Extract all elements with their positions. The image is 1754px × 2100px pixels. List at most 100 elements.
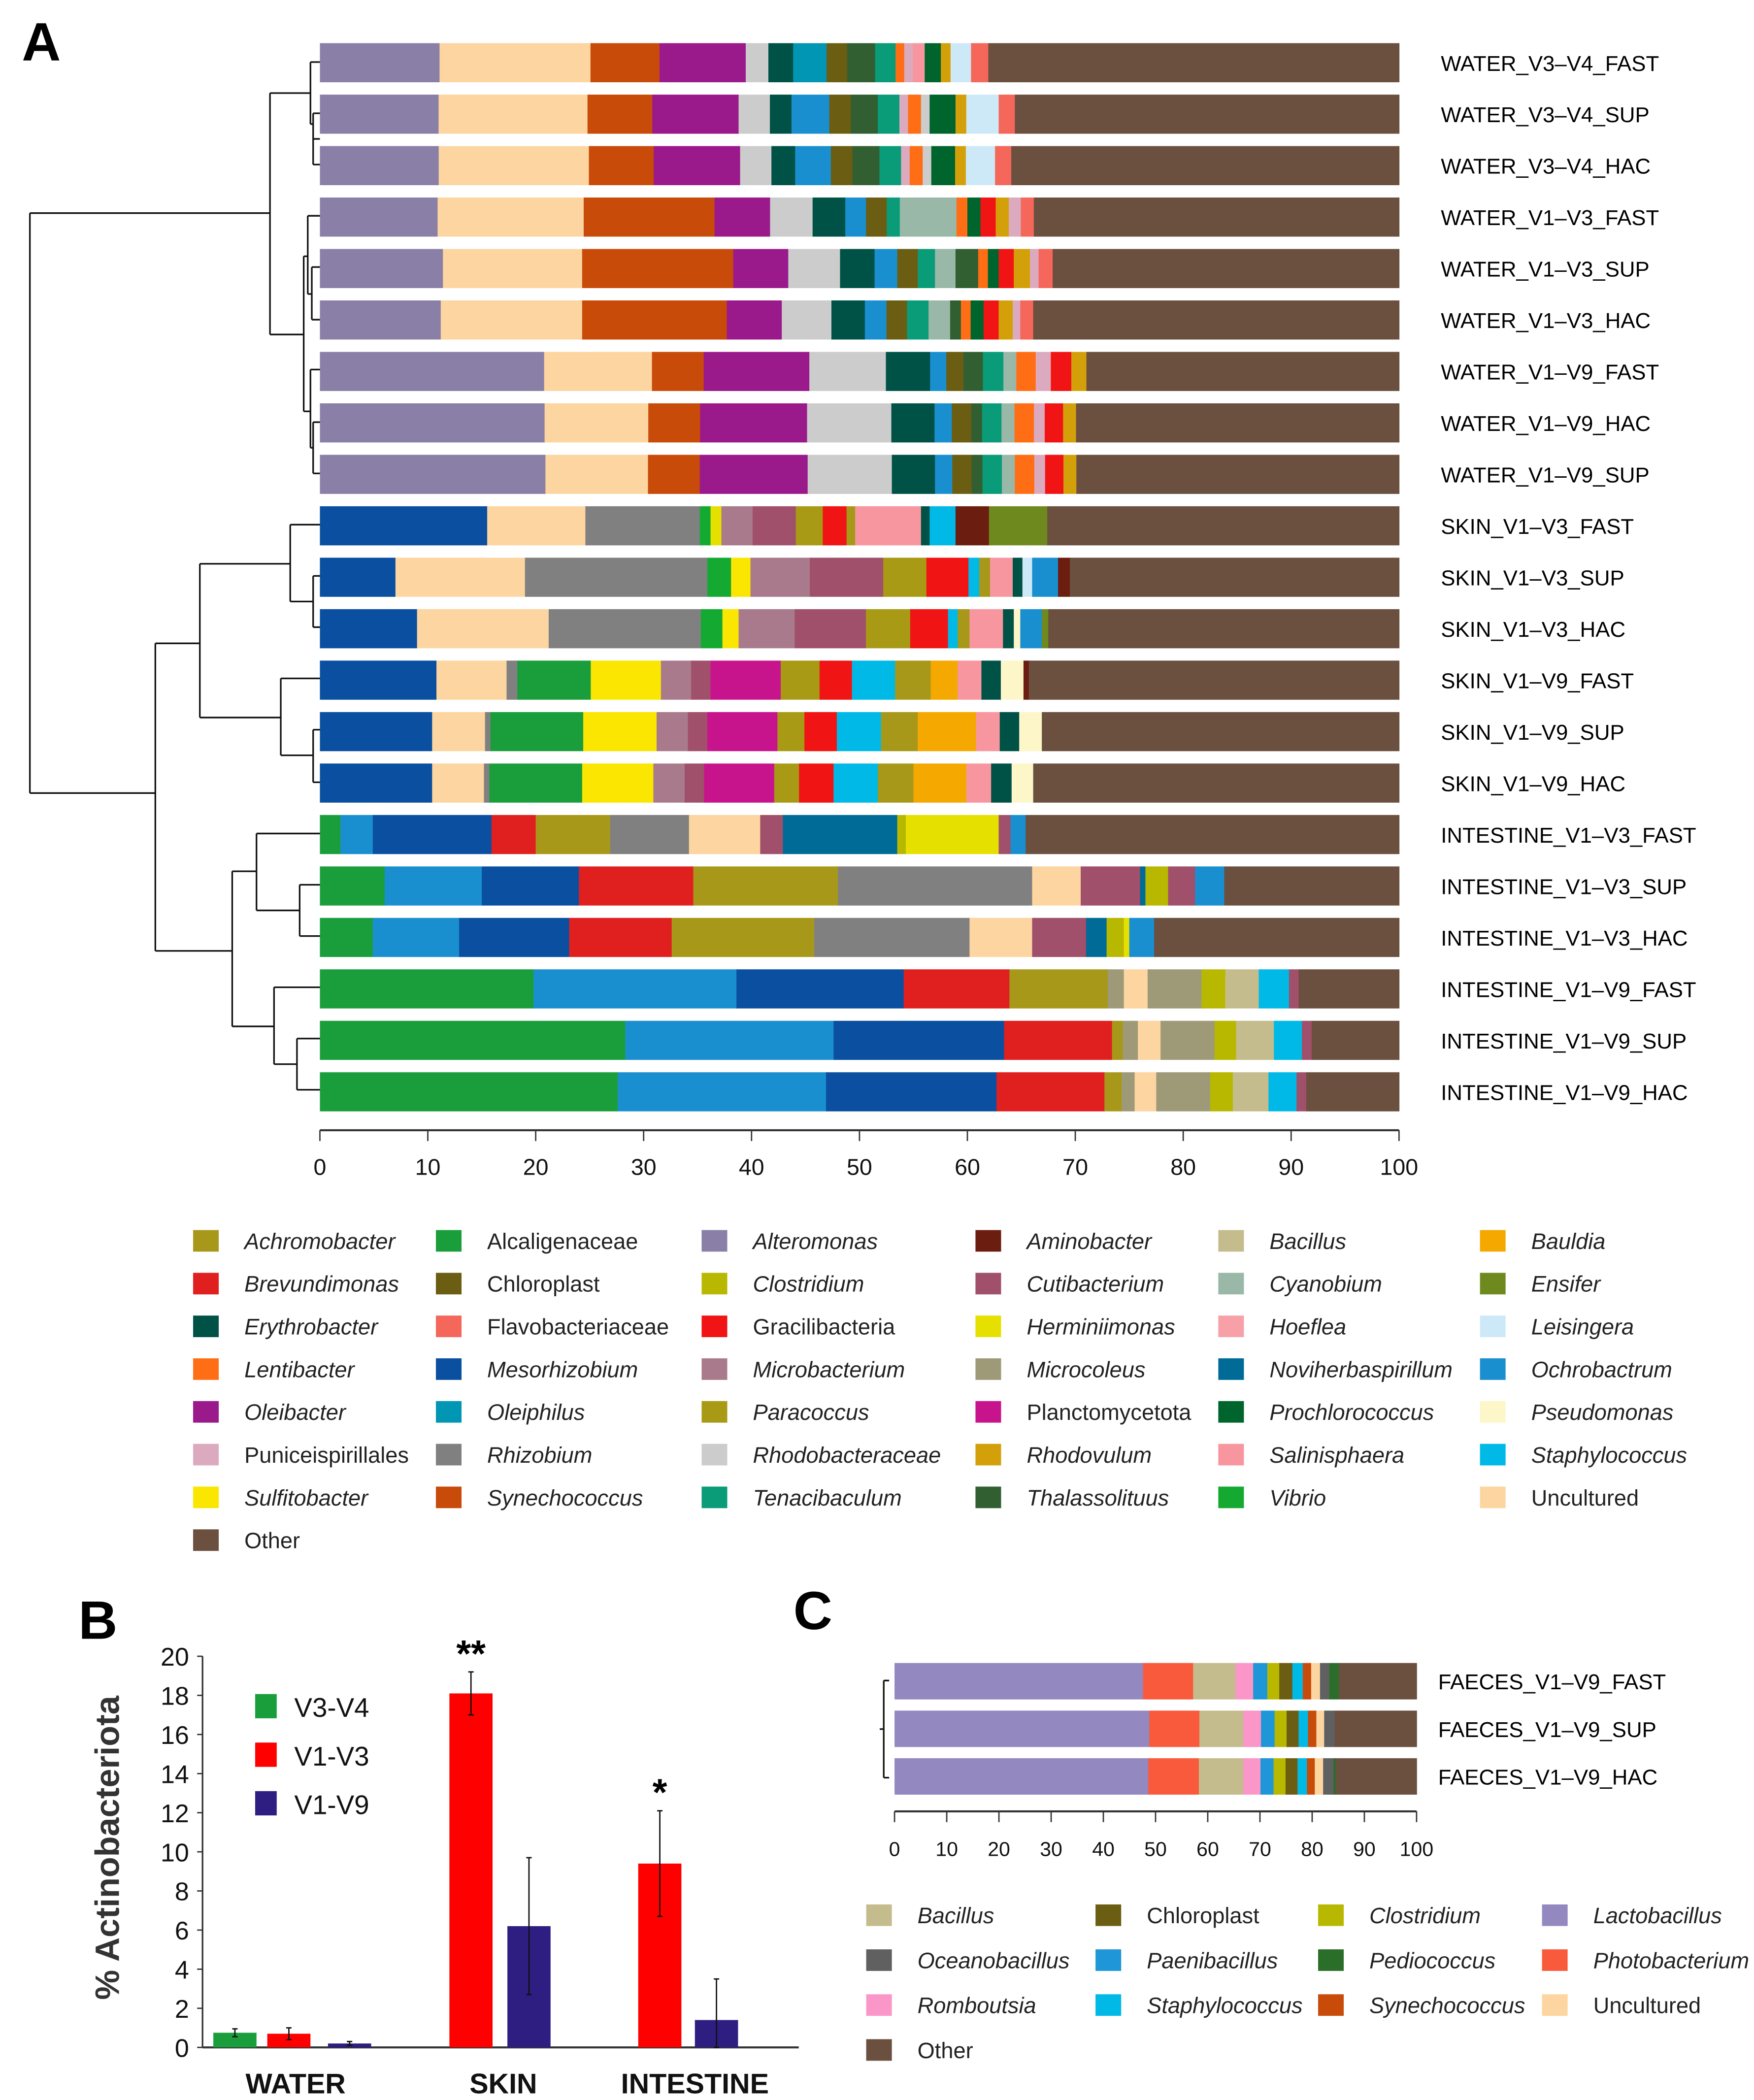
bar-segment-leisingera — [950, 43, 972, 83]
bar-segment-microcoleus — [1156, 1072, 1211, 1112]
legend-item-aminobacter: Aminobacter — [975, 1229, 1153, 1254]
legend-item-clostridium: Clostridium — [701, 1272, 864, 1297]
bar-segment-sulfitobacter — [731, 558, 751, 597]
row-label: WATER_V3–V4_FAST — [1441, 52, 1659, 76]
bar-segment-paenibacillus — [1253, 1663, 1268, 1700]
legend-swatch — [435, 1273, 462, 1295]
legend-item-paenibacillus: Paenibacillus — [1095, 1948, 1278, 1973]
bar-segment-noviherbaspirillum — [1140, 866, 1146, 906]
bar-segment-uncultured — [432, 763, 485, 803]
bar-segment-uncultured — [395, 558, 526, 597]
bar-segment-brevundimonas — [579, 866, 694, 906]
bar-segment-staphylococcus — [1258, 969, 1290, 1009]
legend-label: Alteromonas — [752, 1229, 878, 1254]
bar-segment-alteromonas — [320, 43, 440, 83]
bar-segment-vibrio — [700, 609, 723, 649]
bar-segment-leisingera — [966, 95, 999, 134]
bar-segment-microcoleus — [1107, 969, 1125, 1009]
bar-segment-ochrobactrum — [935, 455, 953, 494]
bar-row: INTESTINE_V1–V9_SUP — [320, 1020, 1687, 1060]
bar-segment-rhodobacteraceae — [809, 352, 887, 391]
bar-segment-other — [1339, 1663, 1417, 1700]
bar-segment-microcoleus — [1122, 1072, 1135, 1112]
bar-segment-cyanobium — [935, 249, 956, 288]
legend-swatch — [1542, 1994, 1568, 2016]
bar-segment-rhodobacteraceae — [788, 249, 841, 288]
bar-segment-oleibacter — [700, 403, 808, 443]
legend-label: Cutibacterium — [1026, 1272, 1164, 1297]
legend-label: Prochlorococcus — [1269, 1400, 1434, 1425]
legend-label: Staphylococcus — [1147, 1993, 1302, 2018]
bar-segment-thalassolituus — [955, 249, 979, 288]
bar-segment-cyanobium — [899, 197, 957, 237]
bar-segment-herminiimonas — [1124, 918, 1130, 957]
bar-segment-planctomycetota — [707, 712, 778, 752]
bar-segment-puniceispirillales — [1034, 455, 1046, 494]
stacked-bars-c: FAECES_V1–V9_FAST FAECES_V1–V9_SUP FAECES_… — [894, 1663, 1666, 1795]
tick-label: 40 — [739, 1154, 764, 1180]
bar-segment-lactobacillus — [894, 1758, 1149, 1795]
bar-segment-rhodovulum — [1063, 403, 1077, 443]
bar-segment-oceanobacillus — [1320, 1663, 1330, 1700]
legend-label: Other — [244, 1528, 300, 1553]
bar-segment-photobacterium — [1143, 1663, 1194, 1700]
y-tick-label: 2 — [175, 1995, 189, 2024]
bar-segment-lentibacter — [909, 146, 924, 186]
bar-segment-other — [1076, 455, 1400, 494]
bar-segment-erythrobacter — [768, 43, 794, 83]
bar-segment-rhizobium — [484, 763, 490, 803]
legend-swatch-v1-v9 — [255, 1791, 277, 1816]
tick-label: 30 — [631, 1154, 657, 1180]
row-label: WATER_V1–V3_FAST — [1441, 206, 1659, 230]
bar-segment-erythrobacter — [886, 352, 931, 391]
bar-segment-lentibacter — [1015, 455, 1035, 494]
bar-segment-achromobacter — [958, 609, 970, 649]
bar-segment-puniceispirillales — [1013, 300, 1021, 340]
legend-swatch — [866, 1949, 892, 1971]
bar-segment-other — [1033, 763, 1400, 803]
bar-segment-prochlorococcus — [967, 197, 981, 237]
tick-label: 50 — [1144, 1838, 1167, 1860]
bar-segment-ochrobactrum — [1020, 609, 1042, 649]
error-bar — [347, 2040, 353, 2046]
bar-segment-other — [1224, 866, 1400, 906]
legend-label-v1-v3: V1-V3 — [294, 1741, 369, 1772]
bar-segment-alcaligenaceae — [517, 660, 592, 700]
legend-label: Brevundimonas — [244, 1272, 399, 1297]
legend-item-chloroplast: Chloroplast — [435, 1272, 600, 1297]
bar-segment-paracoccus — [795, 506, 824, 546]
bar-segment-clostridium — [1267, 1663, 1280, 1700]
bar-segment-staphylococcus — [852, 660, 896, 700]
bar-row: WATER_V3–V4_HAC — [320, 146, 1651, 186]
bar-segment-ochrobactrum — [930, 352, 947, 391]
row-label: FAECES_V1–V9_SUP — [1438, 1718, 1656, 1742]
bar-segment-vibrio — [699, 506, 711, 546]
category-label-skin: SKIN — [469, 2068, 537, 2100]
legend-label: Achromobacter — [243, 1229, 396, 1254]
row-label: SKIN_V1–V9_SUP — [1441, 721, 1624, 745]
legend-swatch — [1218, 1230, 1244, 1252]
bar-segment-flavobacteriaceae — [998, 95, 1016, 134]
bar-segment-staphylococcus — [1297, 1758, 1308, 1795]
bar-segment-achromobacter — [1009, 969, 1108, 1009]
bar-segment-staphylococcus — [929, 506, 956, 546]
bar-segment-thalassolituus — [971, 403, 983, 443]
bar-segment-romboutsia — [1243, 1710, 1261, 1747]
legend-item-microbacterium: Microbacterium — [701, 1357, 905, 1382]
bar-segment-other — [1015, 95, 1400, 134]
bar-segment-achromobacter — [1112, 1020, 1124, 1060]
bar-segment-uncultured — [689, 815, 761, 854]
bar-segment-gracilibacteria — [980, 197, 996, 237]
bar-row: INTESTINE_V1–V3_FAST — [320, 815, 1696, 854]
bar-segment-gracilibacteria — [819, 660, 853, 700]
legend-swatch — [975, 1444, 1001, 1466]
bar-segment-uncultured — [1124, 969, 1148, 1009]
bar-segment-aminobacter — [955, 506, 990, 546]
bar-segment-alcaligenaceae — [490, 712, 584, 752]
bar-segment-erythrobacter — [981, 660, 1001, 700]
bar-skin-v1-v3 — [449, 1693, 493, 2048]
legend-label: Vibrio — [1269, 1485, 1326, 1510]
category-label-water: WATER — [245, 2068, 345, 2100]
bar-segment-lentibacter — [1016, 352, 1036, 391]
legend-swatch — [1218, 1358, 1244, 1380]
